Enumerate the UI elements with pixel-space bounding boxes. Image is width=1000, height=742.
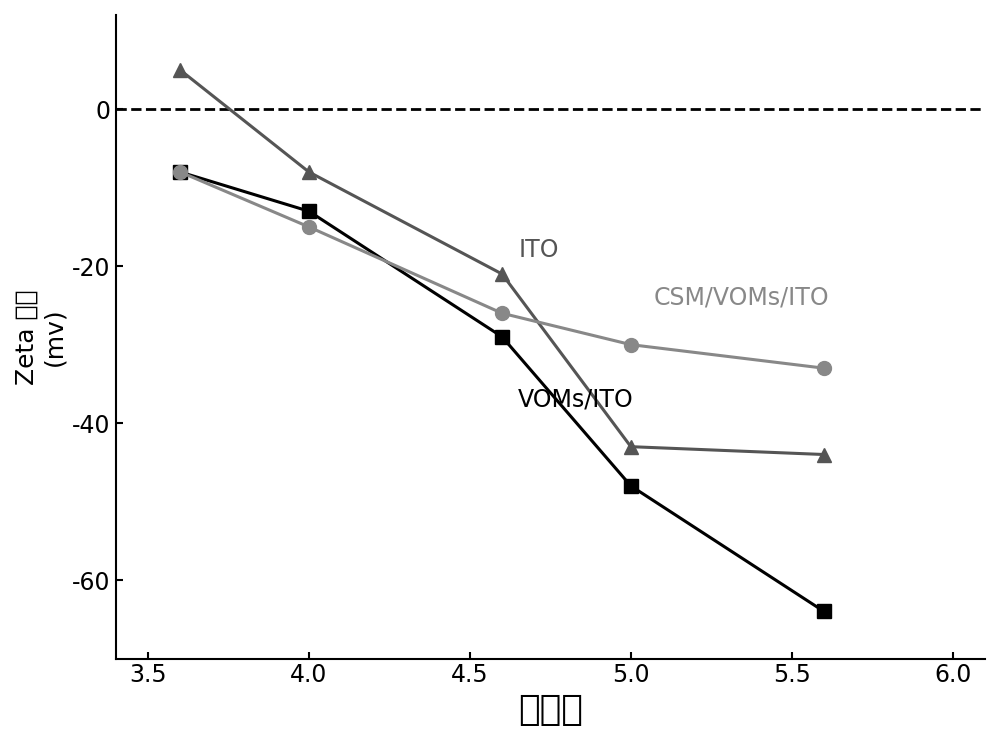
- X-axis label: 酸碱度: 酸碱度: [518, 693, 583, 727]
- Text: ITO: ITO: [518, 238, 559, 263]
- Text: VOMs/ITO: VOMs/ITO: [518, 387, 634, 412]
- Y-axis label: Zeta 电位
(mv): Zeta 电位 (mv): [15, 289, 67, 384]
- Text: CSM/VOMs/ITO: CSM/VOMs/ITO: [653, 286, 829, 309]
